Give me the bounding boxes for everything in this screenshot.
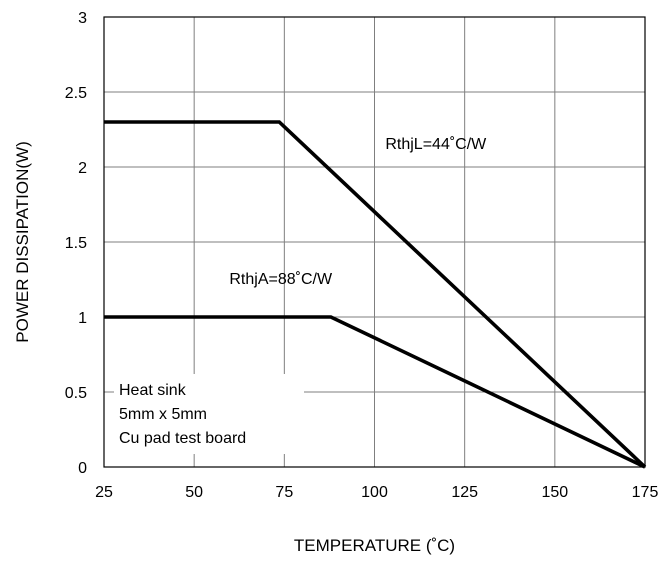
x-tick-label: 100 <box>361 484 388 501</box>
note-line-heat-sink: Heat sink <box>119 382 187 399</box>
x-axis-label: TEMPERATURE (˚C) <box>294 536 455 555</box>
y-tick-label: 0.5 <box>65 385 87 402</box>
x-tick-label: 125 <box>451 484 478 501</box>
y-tick-label: 2.5 <box>65 85 87 102</box>
y-tick-label: 3 <box>78 10 87 27</box>
y-tick-label: 2 <box>78 160 87 177</box>
series-annotation-rthjl: RthjL=44˚C/W <box>385 136 487 153</box>
x-tick-label: 75 <box>275 484 293 501</box>
x-tick-label: 50 <box>185 484 203 501</box>
y-tick-label: 1 <box>78 310 87 327</box>
note-line-pad-size: 5mm x 5mm <box>119 406 207 423</box>
y-axis-label: POWER DISSIPATION(W) <box>13 141 32 342</box>
y-tick-label: 1.5 <box>65 235 87 252</box>
y-tick-label: 0 <box>78 460 87 477</box>
note-line-test-board: Cu pad test board <box>119 430 246 447</box>
x-tick-label: 25 <box>95 484 113 501</box>
series-annotation-rthja: RthjA=88˚C/W <box>229 271 333 288</box>
x-tick-label: 150 <box>541 484 568 501</box>
x-tick-label: 175 <box>632 484 659 501</box>
